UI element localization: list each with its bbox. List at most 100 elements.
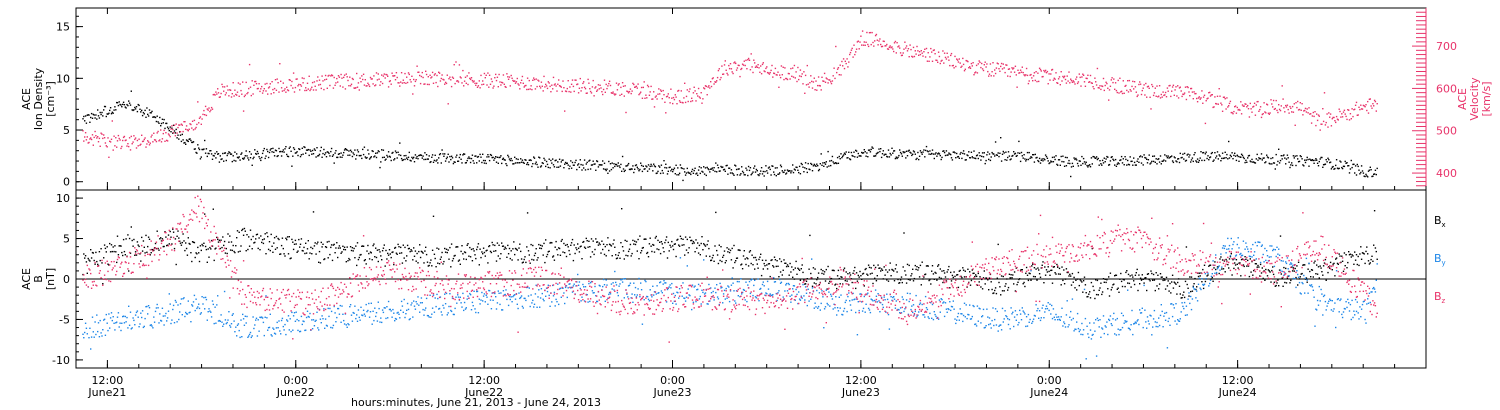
bx-series-point	[341, 251, 342, 252]
density-series-point	[650, 166, 651, 167]
velocity-series-point	[571, 84, 572, 85]
velocity-series-point	[1123, 80, 1124, 81]
velocity-series-point	[1186, 99, 1187, 100]
density-series-point	[426, 154, 427, 155]
bx-series-point	[206, 249, 207, 250]
bx-series-point	[1023, 283, 1024, 284]
bx-series-point	[1338, 264, 1339, 265]
density-series-point	[892, 153, 893, 154]
velocity-series-point	[1364, 106, 1365, 107]
density-series-point	[1257, 160, 1258, 161]
bx-series-point	[260, 235, 261, 236]
velocity-series-point	[653, 91, 654, 92]
density-series-point	[210, 150, 211, 151]
bx-series-point	[100, 260, 101, 261]
bx-series-point	[856, 272, 857, 273]
density-series-point	[505, 163, 506, 164]
velocity-series-point	[1308, 107, 1309, 108]
density-series-point	[1317, 163, 1318, 164]
density-series-point	[655, 166, 656, 167]
density-series-point	[90, 117, 91, 118]
velocity-series-point	[792, 67, 793, 68]
by-series-point	[298, 320, 299, 321]
bx-series-point	[1322, 275, 1323, 276]
velocity-series-point	[202, 114, 203, 115]
by-series-point	[191, 304, 192, 305]
density-series-point	[841, 157, 842, 158]
bx-series-point	[776, 266, 777, 267]
density-series-point	[641, 165, 642, 166]
velocity-series-point	[309, 76, 310, 77]
bx-series-point	[689, 237, 690, 238]
bx-series-point	[563, 243, 564, 244]
density-series-point	[991, 156, 992, 157]
bx-series-point	[105, 248, 106, 249]
velocity-series-point	[1261, 117, 1262, 118]
velocity-series-point	[360, 81, 361, 82]
velocity-series-point	[88, 142, 89, 143]
bx-series-point	[871, 267, 872, 268]
bx-series-point	[587, 240, 588, 241]
density-series-point	[1150, 162, 1151, 163]
by-series-point	[190, 321, 191, 322]
bx-series-point	[780, 271, 781, 272]
velocity-series-point	[791, 76, 792, 77]
density-series-point	[791, 170, 792, 171]
velocity-series-point	[264, 88, 265, 89]
bx-series-point	[1157, 275, 1158, 276]
density-series-point	[1360, 172, 1361, 173]
density-series-point	[578, 163, 579, 164]
density-series-point	[1129, 164, 1130, 165]
bx-series-point	[857, 281, 858, 282]
by-series-point	[195, 299, 196, 300]
velocity-series-point	[378, 79, 379, 80]
density-series-point	[648, 164, 649, 165]
bx-series-point	[327, 241, 328, 242]
velocity-series-point	[96, 137, 97, 138]
bx-series-point	[1176, 293, 1177, 294]
density-series-point	[146, 107, 147, 108]
bx-series-point	[238, 251, 239, 252]
bx-series-point	[821, 273, 822, 274]
bx-series-point	[1377, 259, 1378, 260]
velocity-series-point	[1174, 95, 1175, 96]
bx-series-point	[1091, 282, 1092, 283]
velocity-series-point	[93, 145, 94, 146]
density-series-point	[245, 155, 246, 156]
density-series-point	[558, 167, 559, 168]
velocity-series-point	[1272, 106, 1273, 107]
bx-series-point	[93, 252, 94, 253]
by-series-point	[119, 323, 120, 324]
density-series-point	[557, 161, 558, 162]
density-series-point	[548, 167, 549, 168]
velocity-series-point	[915, 50, 916, 51]
velocity-series-point	[913, 47, 914, 48]
by-series	[82, 237, 1378, 359]
velocity-series-point	[568, 91, 569, 92]
density-series-point	[113, 113, 114, 114]
density-series-point	[141, 110, 142, 111]
velocity-series-point	[279, 63, 280, 64]
bx-series-point	[160, 237, 161, 238]
density-series-point	[620, 164, 621, 165]
density-series-point	[472, 155, 473, 156]
velocity-series-point	[159, 139, 160, 140]
bx-series-point	[101, 262, 102, 263]
velocity-series-point	[898, 45, 899, 46]
by-series-point	[170, 303, 171, 304]
velocity-series-point	[401, 72, 402, 73]
velocity-series-point	[535, 88, 536, 89]
by-series-point	[117, 317, 118, 318]
velocity-series-point	[698, 88, 699, 89]
bx-series-point	[259, 249, 260, 250]
bx-series-point	[1054, 266, 1055, 267]
velocity-series-point	[163, 130, 164, 131]
density-series-point	[94, 114, 95, 115]
density-series-point	[613, 163, 614, 164]
velocity-series-point	[427, 84, 428, 85]
velocity-series-point	[1149, 88, 1150, 89]
density-series-point	[736, 169, 737, 170]
velocity-series-point	[1286, 106, 1287, 107]
velocity-series-point	[1319, 116, 1320, 117]
velocity-series-point	[286, 87, 287, 88]
